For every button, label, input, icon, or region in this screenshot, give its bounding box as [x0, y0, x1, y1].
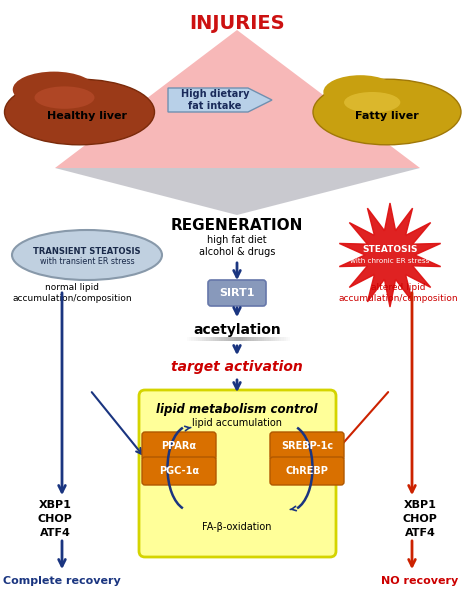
Ellipse shape [313, 79, 461, 145]
Bar [245, 337, 247, 341]
Bar [219, 337, 221, 341]
Bar [251, 337, 254, 341]
Text: REGENERATION: REGENERATION [171, 218, 303, 233]
Ellipse shape [12, 230, 162, 280]
Polygon shape [55, 168, 420, 215]
Text: with chronic ER stress: with chronic ER stress [350, 258, 430, 264]
Bar [202, 337, 204, 341]
Bar [215, 337, 217, 341]
Bar [234, 337, 237, 341]
Bar [264, 337, 266, 341]
Text: XBP1
CHOP
ATF4: XBP1 CHOP ATF4 [37, 500, 73, 538]
Bar [262, 337, 264, 341]
Text: TRANSIENT STEATOSIS: TRANSIENT STEATOSIS [33, 246, 141, 255]
Bar [237, 337, 238, 341]
Text: NO recovery: NO recovery [382, 576, 459, 586]
Bar [266, 337, 269, 341]
Bar [258, 337, 260, 341]
Text: altered lipid
accumulation/composition: altered lipid accumulation/composition [338, 283, 458, 304]
Bar [224, 337, 226, 341]
Bar [207, 337, 209, 341]
FancyBboxPatch shape [142, 432, 216, 460]
Bar [279, 337, 282, 341]
Bar [230, 337, 232, 341]
Text: FA-β-oxidation: FA-β-oxidation [202, 522, 272, 532]
Bar [191, 337, 193, 341]
Bar [282, 337, 283, 341]
Bar [275, 337, 277, 341]
Text: High dietary
fat intake: High dietary fat intake [181, 89, 249, 111]
Bar [193, 337, 196, 341]
Text: STEATOSIS: STEATOSIS [362, 246, 418, 255]
Text: target activation: target activation [171, 360, 303, 374]
Bar [255, 337, 258, 341]
Bar [232, 337, 234, 341]
Bar [286, 337, 288, 341]
Bar [271, 337, 273, 341]
Bar [221, 337, 224, 341]
Text: INJURIES: INJURIES [189, 14, 285, 33]
Bar [277, 337, 279, 341]
Text: high fat diet
alcohol & drugs: high fat diet alcohol & drugs [199, 235, 275, 257]
Bar [247, 337, 249, 341]
Bar [254, 337, 255, 341]
Text: Complete recovery: Complete recovery [3, 576, 121, 586]
Text: Fatty liver: Fatty liver [355, 111, 419, 121]
Text: ChREBP: ChREBP [285, 466, 328, 476]
Bar [204, 337, 207, 341]
Bar [273, 337, 275, 341]
Ellipse shape [13, 71, 95, 108]
Bar [241, 337, 243, 341]
Text: SIRT1: SIRT1 [219, 288, 255, 298]
Text: acetylation: acetylation [193, 323, 281, 337]
Ellipse shape [4, 79, 155, 145]
Bar [185, 337, 187, 341]
Bar [200, 337, 202, 341]
Bar [269, 337, 271, 341]
Bar [283, 337, 286, 341]
Text: normal lipid
accumulation/composition: normal lipid accumulation/composition [12, 283, 132, 304]
Bar [249, 337, 251, 341]
Ellipse shape [35, 87, 94, 109]
FancyBboxPatch shape [208, 280, 266, 306]
FancyBboxPatch shape [270, 432, 344, 460]
Bar [213, 337, 215, 341]
Text: lipid metabolism control: lipid metabolism control [156, 403, 318, 416]
Bar [260, 337, 262, 341]
Ellipse shape [323, 75, 397, 109]
Text: SREBP-1c: SREBP-1c [281, 441, 333, 451]
Text: PPARα: PPARα [162, 441, 197, 451]
FancyBboxPatch shape [139, 390, 336, 557]
Polygon shape [168, 88, 272, 112]
FancyBboxPatch shape [142, 457, 216, 485]
Bar [228, 337, 230, 341]
Bar [187, 337, 189, 341]
Text: PGC-1α: PGC-1α [159, 466, 199, 476]
Polygon shape [55, 30, 420, 168]
Bar [243, 337, 245, 341]
Bar [226, 337, 228, 341]
Text: lipid accumulation: lipid accumulation [192, 418, 282, 428]
Bar [189, 337, 191, 341]
Bar [198, 337, 200, 341]
Bar [196, 337, 198, 341]
Bar [211, 337, 213, 341]
Polygon shape [339, 203, 441, 307]
Bar [288, 337, 290, 341]
Ellipse shape [344, 92, 401, 113]
Bar [238, 337, 241, 341]
Bar [217, 337, 219, 341]
FancyBboxPatch shape [270, 457, 344, 485]
Text: XBP1
CHOP
ATF4: XBP1 CHOP ATF4 [402, 500, 438, 538]
Bar [209, 337, 211, 341]
Text: Healthy liver: Healthy liver [47, 111, 127, 121]
Text: with transient ER stress: with transient ER stress [40, 257, 134, 266]
